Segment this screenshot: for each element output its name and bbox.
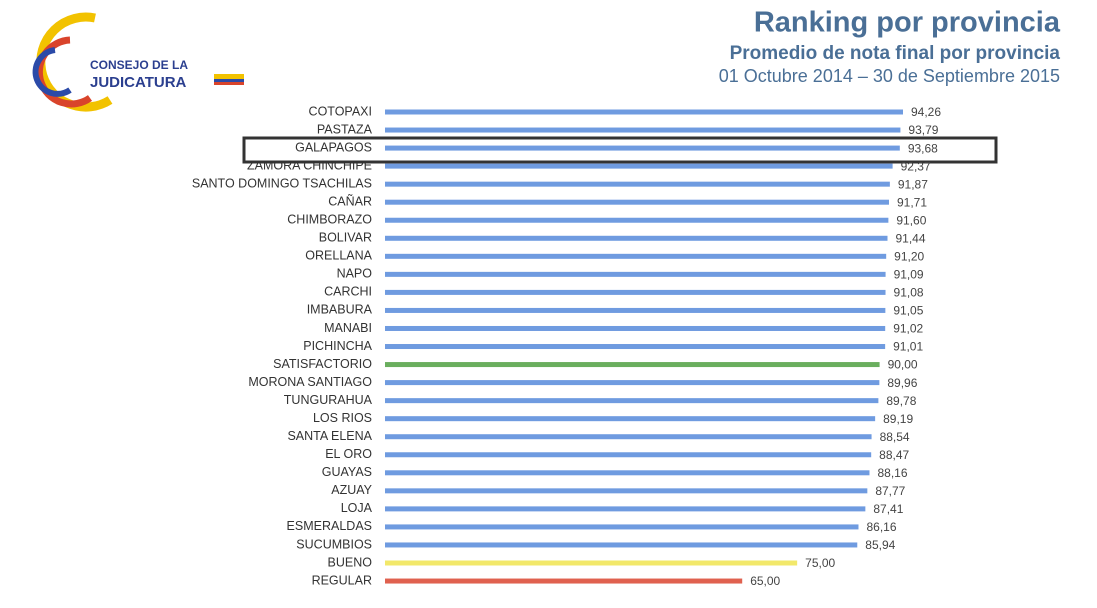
- bar: [385, 127, 901, 133]
- value-label: 89,19: [883, 412, 913, 426]
- logo-arc: [32, 47, 72, 97]
- bar: [385, 578, 743, 584]
- value-label: 93,68: [908, 141, 938, 155]
- category-label: SANTA ELENA: [287, 429, 372, 443]
- flag: [214, 82, 244, 85]
- bar: [385, 199, 889, 205]
- bar: [385, 181, 890, 187]
- value-label: 94,26: [911, 105, 941, 119]
- chart-title: Ranking por provincia: [754, 7, 1061, 39]
- bar: [385, 470, 870, 476]
- category-label: CARCHI: [324, 285, 372, 299]
- category-label: LOS RIOS: [313, 411, 372, 425]
- value-label: 88,16: [877, 466, 907, 480]
- logo-text: CONSEJO DE LA: [90, 58, 188, 72]
- bar: [385, 398, 879, 404]
- bar: [385, 163, 893, 169]
- bar: [385, 506, 866, 512]
- value-label: 92,37: [901, 159, 931, 173]
- value-label: 90,00: [888, 358, 918, 372]
- bar: [385, 524, 859, 530]
- value-label: 88,47: [879, 448, 909, 462]
- category-label: ZAMORA CHINCHIPE: [247, 158, 372, 172]
- flag: [214, 74, 244, 79]
- category-label: ESMERALDAS: [287, 519, 372, 533]
- bar: [385, 145, 900, 151]
- bar: [385, 560, 798, 566]
- value-label: 89,96: [887, 376, 917, 390]
- value-label: 91,08: [894, 286, 924, 300]
- value-label: 85,94: [865, 538, 895, 552]
- value-label: 86,16: [866, 520, 896, 534]
- category-label: BUENO: [328, 555, 373, 569]
- category-label: IMBABURA: [307, 303, 373, 317]
- value-label: 87,41: [873, 502, 903, 516]
- highlight-box: [242, 136, 998, 164]
- value-label: 87,77: [875, 484, 905, 498]
- bar: [385, 271, 886, 277]
- value-label: 91,71: [897, 195, 927, 209]
- period: 01 Octubre 2014 – 30 de Septiembre 2015: [719, 66, 1060, 86]
- value-label: 65,00: [750, 574, 780, 588]
- category-label: BOLIVAR: [319, 231, 372, 245]
- bar: [385, 253, 887, 259]
- bar: [385, 416, 876, 422]
- category-label: CAÑAR: [328, 194, 372, 208]
- category-label: CHIMBORAZO: [287, 213, 372, 227]
- category-label: SUCUMBIOS: [296, 537, 372, 551]
- category-label: REGULAR: [312, 573, 372, 587]
- chart-subtitle: Promedio de nota final por provincia: [730, 43, 1061, 64]
- bar: [385, 344, 886, 350]
- value-label: 91,05: [893, 304, 923, 318]
- category-label: SANTO DOMINGO TSACHILAS: [192, 176, 372, 190]
- category-label: GUAYAS: [322, 465, 372, 479]
- value-label: 91,01: [893, 340, 923, 354]
- value-label: 89,78: [886, 394, 916, 408]
- category-label: MANABI: [324, 321, 372, 335]
- value-label: 91,87: [898, 177, 928, 191]
- value-label: 91,60: [896, 213, 926, 227]
- category-label: TUNGURAHUA: [284, 393, 373, 407]
- bar: [385, 307, 886, 313]
- bar: [385, 362, 880, 368]
- value-label: 91,44: [896, 231, 926, 245]
- bar: [385, 235, 888, 241]
- category-label: MORONA SANTIAGO: [248, 375, 372, 389]
- bar: [385, 289, 886, 295]
- bar: [385, 488, 868, 494]
- bar: [385, 217, 889, 223]
- category-label: ORELLANA: [305, 249, 372, 263]
- value-label: 93,79: [908, 123, 938, 137]
- category-label: AZUAY: [331, 483, 372, 497]
- bar: [385, 380, 880, 386]
- logo: CONSEJO DE LA JUDICATURA: [32, 12, 244, 112]
- category-label: LOJA: [341, 501, 373, 515]
- bar: [385, 325, 886, 331]
- bar: [385, 542, 858, 548]
- category-label: PASTAZA: [317, 122, 373, 136]
- value-label: 88,54: [880, 430, 910, 444]
- bar: [385, 109, 903, 115]
- logo-text: JUDICATURA: [90, 74, 187, 91]
- category-label: EL ORO: [325, 447, 372, 461]
- category-label: PICHINCHA: [303, 339, 372, 353]
- flag: [214, 79, 244, 82]
- value-label: 91,20: [894, 249, 924, 263]
- bar: [385, 452, 872, 458]
- value-label: 91,02: [893, 322, 923, 336]
- category-label: GALAPAGOS: [295, 140, 372, 154]
- value-label: 91,09: [894, 268, 924, 282]
- bar: [385, 434, 872, 440]
- category-label: SATISFACTORIO: [273, 357, 372, 371]
- category-label: NAPO: [337, 267, 373, 281]
- category-label: COTOPAXI: [309, 104, 372, 118]
- value-label: 75,00: [805, 556, 835, 570]
